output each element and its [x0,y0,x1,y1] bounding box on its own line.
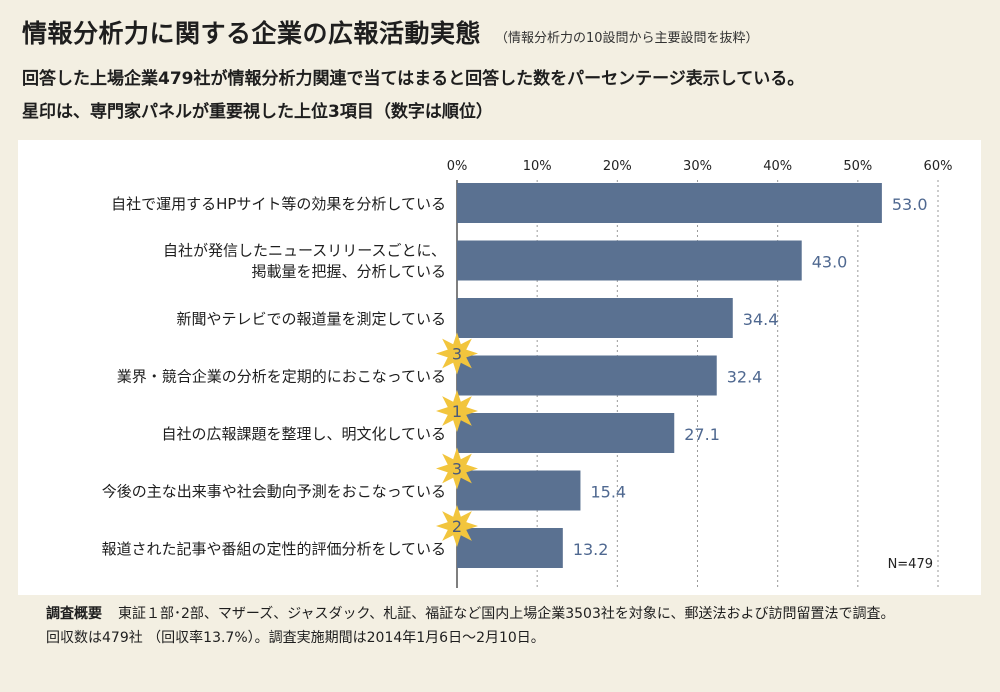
x-tick-label: 40% [763,159,792,174]
data-label: 15.4 [590,483,626,502]
x-tick-label: 10% [523,159,552,174]
footer-line-1: 調査概要 東証１部･2部、マザーズ、ジャスダック、札証、福証など国内上場企業350… [46,603,894,623]
category-label: 掲載量を把握、分析している [251,263,446,281]
sample-size-label: N=479 [888,557,933,572]
rank-number: 2 [452,517,462,536]
x-tick-label: 30% [683,159,712,174]
rank-star-icon [436,447,478,490]
rank-star-icon [436,332,478,375]
bar [457,183,882,223]
description-line-1: 回答した上場企業479社が情報分析力関連で当てはまると回答した数をパーセンテージ… [22,69,805,89]
data-label: 32.4 [727,368,763,387]
x-tick-label: 60% [924,159,953,174]
rank-star-icon [436,505,478,547]
category-label: 報道された記事や番組の定性的評価分析をしている [101,540,446,558]
rank-number: 3 [452,460,462,479]
data-label: 34.4 [743,310,779,329]
title-row: 情報分析力に関する企業の広報活動実態 （情報分析力の10設問から主要設問を抜粋） [22,14,759,50]
bar [457,470,581,511]
bar [457,528,563,568]
bar [457,298,733,338]
footer-text-1: 東証１部･2部、マザーズ、ジャスダック、札証、福証など国内上場企業3503社を対… [118,606,895,622]
category-label: 自社で運用するHPサイト等の効果を分析している [111,195,446,213]
rank-star-icon [436,390,478,432]
category-label: 業界・競合企業の分析を定期的におこなっている [117,368,446,386]
category-label: 今後の主な出来事や社会動向予測をおこなっている [102,483,446,501]
x-tick-label: 50% [843,159,872,174]
data-label: 13.2 [573,540,609,559]
x-tick-label: 0% [447,159,468,174]
rank-number: 3 [452,345,462,364]
category-label: 自社の広報課題を整理し、明文化している [161,425,446,443]
category-label: 自社が発信したニュースリリースごとに、 [163,242,446,260]
bar [457,240,802,281]
data-label: 27.1 [684,425,720,444]
rank-number: 1 [452,402,462,421]
title-note: （情報分析力の10設問から主要設問を抜粋） [495,31,759,46]
description-line-2: 星印は、専門家パネルが重要視した上位3項目（数字は順位） [22,102,493,122]
bar-chart: 0% 10% 20% 30% 40% 50% 60% 53.0 自社で運用するHPサイト等の効果… [101,159,953,588]
bar [457,413,675,453]
bar [457,355,717,396]
x-tick-label: 20% [603,159,632,174]
chart-panel: 0% 10% 20% 30% 40% 50% 60% 53.0 自社で運用するHPサイト等の効果… [18,140,981,595]
data-label: 43.0 [812,253,848,272]
data-label: 53.0 [892,195,928,214]
footer-label: 調査概要 [46,606,102,622]
category-label: 新聞やテレビでの報道量を測定している [176,310,446,328]
footer-line-2: 回収数は479社 （回収率13.7%）。調査実施期間は2014年1月6日〜2月1… [46,630,545,646]
page-title: 情報分析力に関する企業の広報活動実態 [22,19,482,48]
